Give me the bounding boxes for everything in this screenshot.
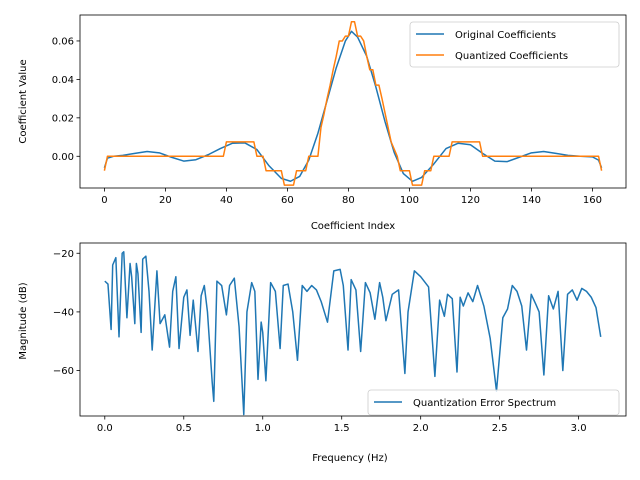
top-x-axis-label: Coefficient Index	[311, 221, 395, 232]
bottom-y-axis-label: Magnitude (dB)	[18, 282, 29, 359]
bottom-x-tick-label: 1.5	[334, 423, 350, 434]
top-y-tick-label: 0.04	[52, 75, 74, 86]
top-y-tick-label: 0.00	[52, 152, 74, 163]
legend-quantized-coefficients-label: Quantized Coefficients	[455, 51, 568, 62]
top-x-tick-label: 80	[342, 195, 355, 206]
legend-original-coefficients-label: Original Coefficients	[455, 30, 556, 41]
top-x-axis-ticks: 0 20 40 60 80 100 120 140 160	[101, 188, 602, 206]
top-x-tick-label: 0	[101, 195, 107, 206]
bottom-x-tick-label: 2.0	[413, 423, 429, 434]
bottom-y-tick-label: −60	[53, 366, 74, 377]
top-axes-frame	[79, 14, 627, 189]
bottom-y-tick-label: −20	[53, 249, 74, 260]
bottom-y-axis-ticks: −60 −40 −20	[53, 249, 80, 377]
top-legend: Original Coefficients Quantized Coeffici…	[409, 21, 620, 68]
top-x-tick-label: 40	[220, 195, 233, 206]
bottom-axes-frame	[79, 242, 627, 417]
top-y-axis-label: Coefficient Value	[18, 59, 29, 143]
top-x-tick-label: 60	[281, 195, 294, 206]
bottom-legend: Quantization Error Spectrum	[367, 389, 620, 416]
bottom-x-axis-ticks: 0.0 0.5 1.0 1.5 2.0 2.5 3.0	[97, 416, 587, 434]
bottom-legend-box	[367, 389, 620, 416]
bottom-y-tick-label: −40	[53, 307, 74, 318]
top-x-tick-label: 160	[583, 195, 602, 206]
bottom-series-group	[104, 251, 602, 416]
bottom-x-tick-label: 0.5	[176, 423, 192, 434]
bottom-x-tick-label: 0.0	[97, 423, 113, 434]
series-line-quantized-coefficients	[103, 20, 603, 186]
top-legend-box	[409, 21, 620, 68]
series-line-quantization-error-spectrum	[104, 251, 602, 416]
top-x-tick-label: 20	[159, 195, 172, 206]
top-y-tick-label: 0.02	[52, 113, 74, 124]
top-y-tick-label: 0.06	[52, 36, 74, 47]
top-y-axis-ticks: 0.00 0.02 0.04 0.06	[52, 36, 80, 163]
top-x-tick-label: 140	[522, 195, 541, 206]
top-x-tick-label: 100	[400, 195, 419, 206]
top-x-tick-label: 120	[461, 195, 480, 206]
bottom-x-tick-label: 2.5	[492, 423, 508, 434]
bottom-x-tick-label: 1.0	[255, 423, 271, 434]
legend-quantization-error-label: Quantization Error Spectrum	[413, 398, 556, 409]
top-series-group	[103, 20, 603, 186]
series-line-original-coefficients	[103, 30, 603, 183]
bottom-x-axis-label: Frequency (Hz)	[312, 453, 388, 464]
bottom-subplot: 0.0 0.5 1.0 1.5 2.0 2.5 3.0 −60 −40 −20 Frequenc…	[18, 242, 627, 464]
bottom-x-tick-label: 3.0	[571, 423, 587, 434]
top-subplot: 0 20 40 60 80 100 120 140 160 0.00 0.02 0.04 0.06 C…	[18, 14, 627, 232]
